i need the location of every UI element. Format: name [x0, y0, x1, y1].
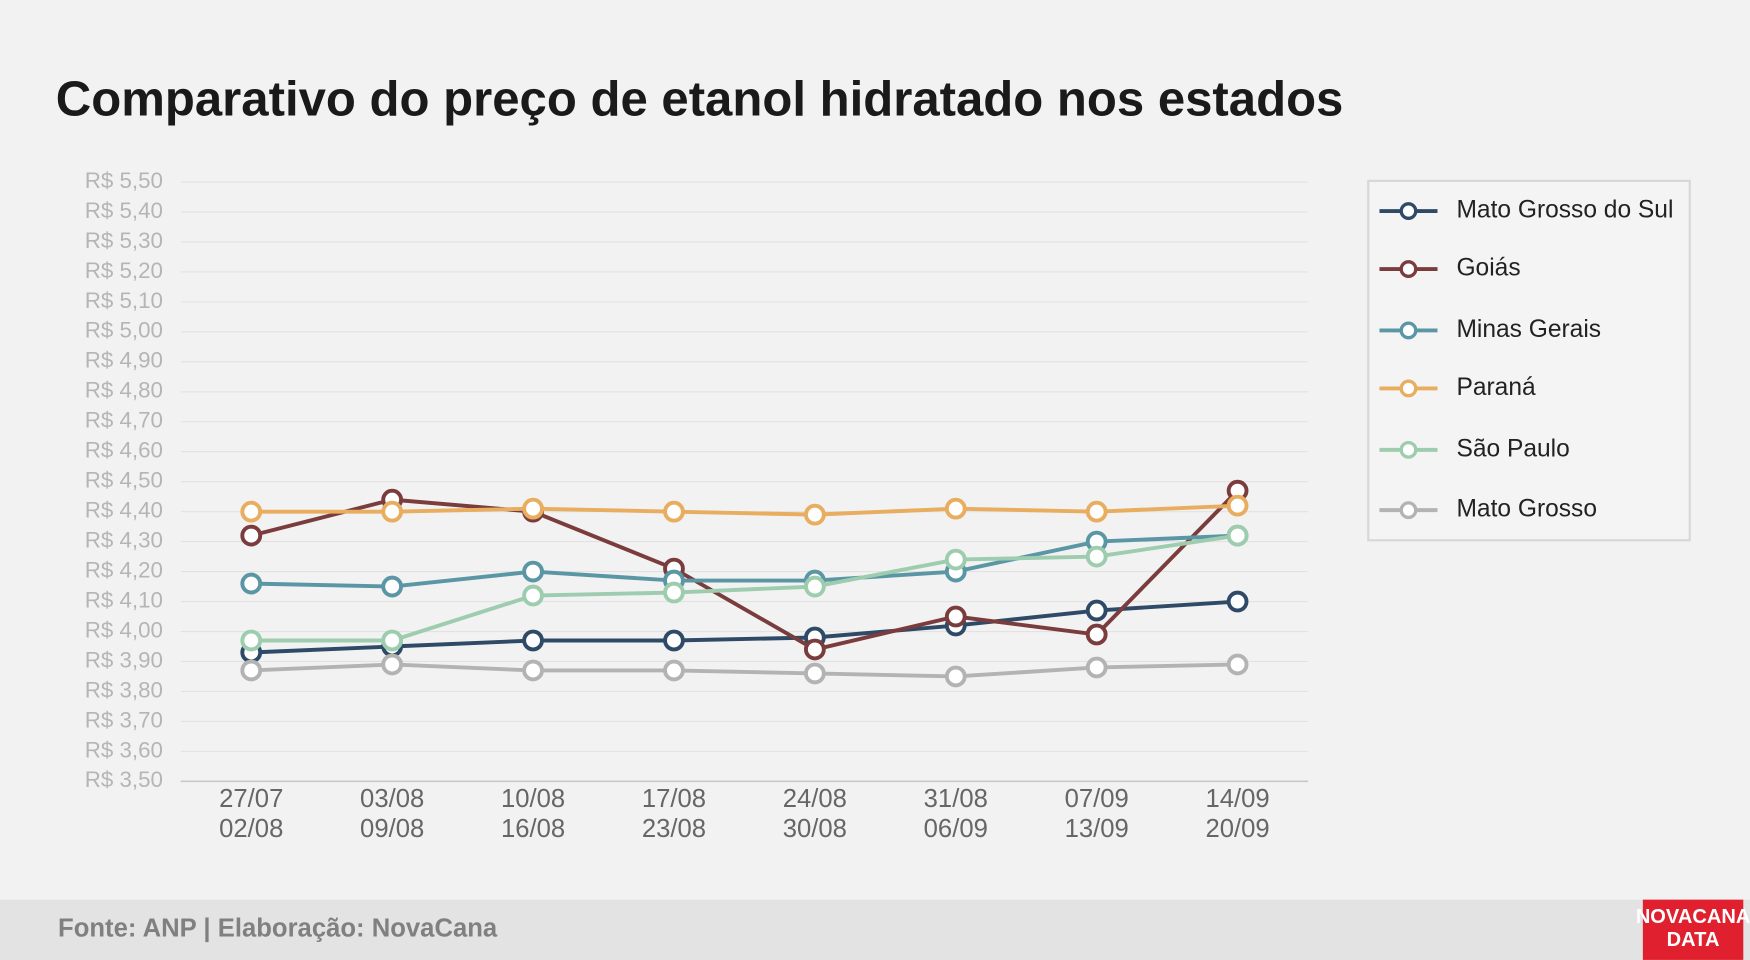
x-tick-label: 14/09: [1205, 785, 1269, 813]
y-tick-label: R$ 4,70: [85, 408, 163, 433]
data-point: [1226, 524, 1249, 547]
legend-label: Goiás: [1456, 255, 1520, 282]
y-tick-label: R$ 5,40: [85, 198, 163, 223]
logo-text: NOVACANA: [1636, 906, 1750, 928]
series-line: [251, 503, 1238, 517]
x-tick-label: 13/09: [1065, 815, 1129, 843]
x-tick-label: 31/08: [924, 785, 988, 813]
data-point: [522, 497, 544, 520]
data-point: [944, 497, 967, 520]
x-tick-label: 09/08: [360, 815, 424, 843]
y-tick-label: R$ 4,60: [85, 438, 163, 463]
x-tick-label: 24/08: [783, 785, 847, 813]
legend-label: Mato Grosso do Sul: [1456, 197, 1673, 224]
footer: Fonte: ANP | Elaboração: NovaCana: [58, 915, 498, 943]
data-point: [381, 500, 404, 523]
data-point: [663, 500, 685, 523]
legend-marker: [1399, 202, 1418, 220]
y-tick-label: R$ 5,10: [85, 288, 163, 313]
y-tick-label: R$ 3,70: [85, 707, 163, 732]
legend-marker: [1399, 501, 1418, 520]
series-line: [251, 533, 1238, 643]
series-line: [251, 662, 1238, 679]
x-tick-label: 17/08: [642, 785, 706, 813]
y-tick-label: R$ 5,00: [85, 318, 163, 343]
y-tick-label: R$ 4,80: [85, 378, 163, 403]
y-tick-label: R$ 4,40: [85, 498, 163, 523]
data-point: [240, 659, 263, 682]
y-tick-label: R$ 3,80: [85, 677, 163, 702]
data-point: [1226, 590, 1249, 613]
logo: [1642, 899, 1744, 960]
legend-marker: [1399, 379, 1418, 398]
legend-label: São Paulo: [1456, 435, 1569, 462]
data-point: [1226, 494, 1249, 517]
y-tick-label: R$ 3,90: [85, 647, 163, 672]
data-point: [522, 584, 544, 607]
x-tick-label: 20/09: [1205, 815, 1269, 843]
data-point: [944, 665, 967, 688]
chart-title: Comparativo do preço de etanol hidratado…: [56, 73, 1344, 127]
data-point: [1085, 500, 1108, 523]
y-tick-label: R$ 5,20: [85, 258, 163, 283]
data-point: [1226, 653, 1249, 676]
x-tick-label: 07/09: [1065, 785, 1129, 813]
y-tick-label: R$ 4,50: [85, 468, 163, 493]
data-point: [381, 653, 404, 676]
x-tick-label: 03/08: [360, 785, 424, 813]
legend-marker: [1399, 440, 1418, 459]
y-tick-label: R$ 3,50: [85, 767, 163, 792]
data-point: [944, 548, 967, 571]
y-tick-label: R$ 4,20: [85, 557, 163, 582]
data-point: [663, 659, 685, 682]
data-point: [522, 629, 544, 652]
data-point: [803, 575, 826, 598]
x-tick-label: 06/09: [924, 815, 988, 843]
data-point: [1085, 545, 1108, 568]
data-point: [240, 500, 263, 523]
y-tick-label: R$ 4,90: [85, 348, 163, 373]
x-tick-label: 10/08: [501, 785, 565, 813]
legend-box: [1367, 179, 1691, 542]
y-tick-label: R$ 4,30: [85, 527, 163, 552]
data-point: [1085, 599, 1108, 622]
data-point: [1085, 623, 1108, 646]
legend-label: Minas Gerais: [1456, 316, 1601, 343]
x-tick-label: 30/08: [783, 815, 847, 843]
data-point: [240, 572, 263, 595]
y-tick-label: R$ 5,30: [85, 228, 163, 253]
data-point: [803, 662, 826, 685]
series-line: [251, 599, 1238, 655]
x-tick-label: 27/07: [219, 785, 283, 813]
y-tick-label: R$ 5,50: [85, 168, 163, 193]
logo-text: DATA: [1667, 929, 1720, 951]
x-tick-label: 16/08: [501, 815, 565, 843]
data-point: [1085, 656, 1108, 679]
data-point: [803, 503, 826, 526]
legend-marker: [1399, 321, 1418, 340]
data-point: [240, 629, 263, 652]
data-point: [663, 629, 685, 652]
data-point: [381, 575, 404, 598]
series-line: [250, 489, 1239, 652]
data-point: [381, 629, 404, 652]
data-point: [944, 605, 967, 628]
footer-band: [0, 899, 1750, 960]
series-line: [251, 533, 1238, 589]
data-point: [522, 560, 544, 583]
data-point: [803, 638, 826, 661]
data-point: [522, 659, 544, 682]
y-tick-label: R$ 4,00: [85, 617, 163, 642]
legend-label: Mato Grosso: [1456, 496, 1597, 523]
x-tick-label: 23/08: [642, 815, 706, 843]
legend-marker: [1399, 260, 1418, 278]
x-tick-label: 02/08: [219, 815, 283, 843]
y-tick-label: R$ 3,60: [85, 737, 163, 762]
data-point: [240, 524, 263, 547]
legend-label: Paraná: [1456, 374, 1536, 401]
data-point: [663, 581, 685, 604]
y-tick-label: R$ 4,10: [85, 587, 163, 612]
